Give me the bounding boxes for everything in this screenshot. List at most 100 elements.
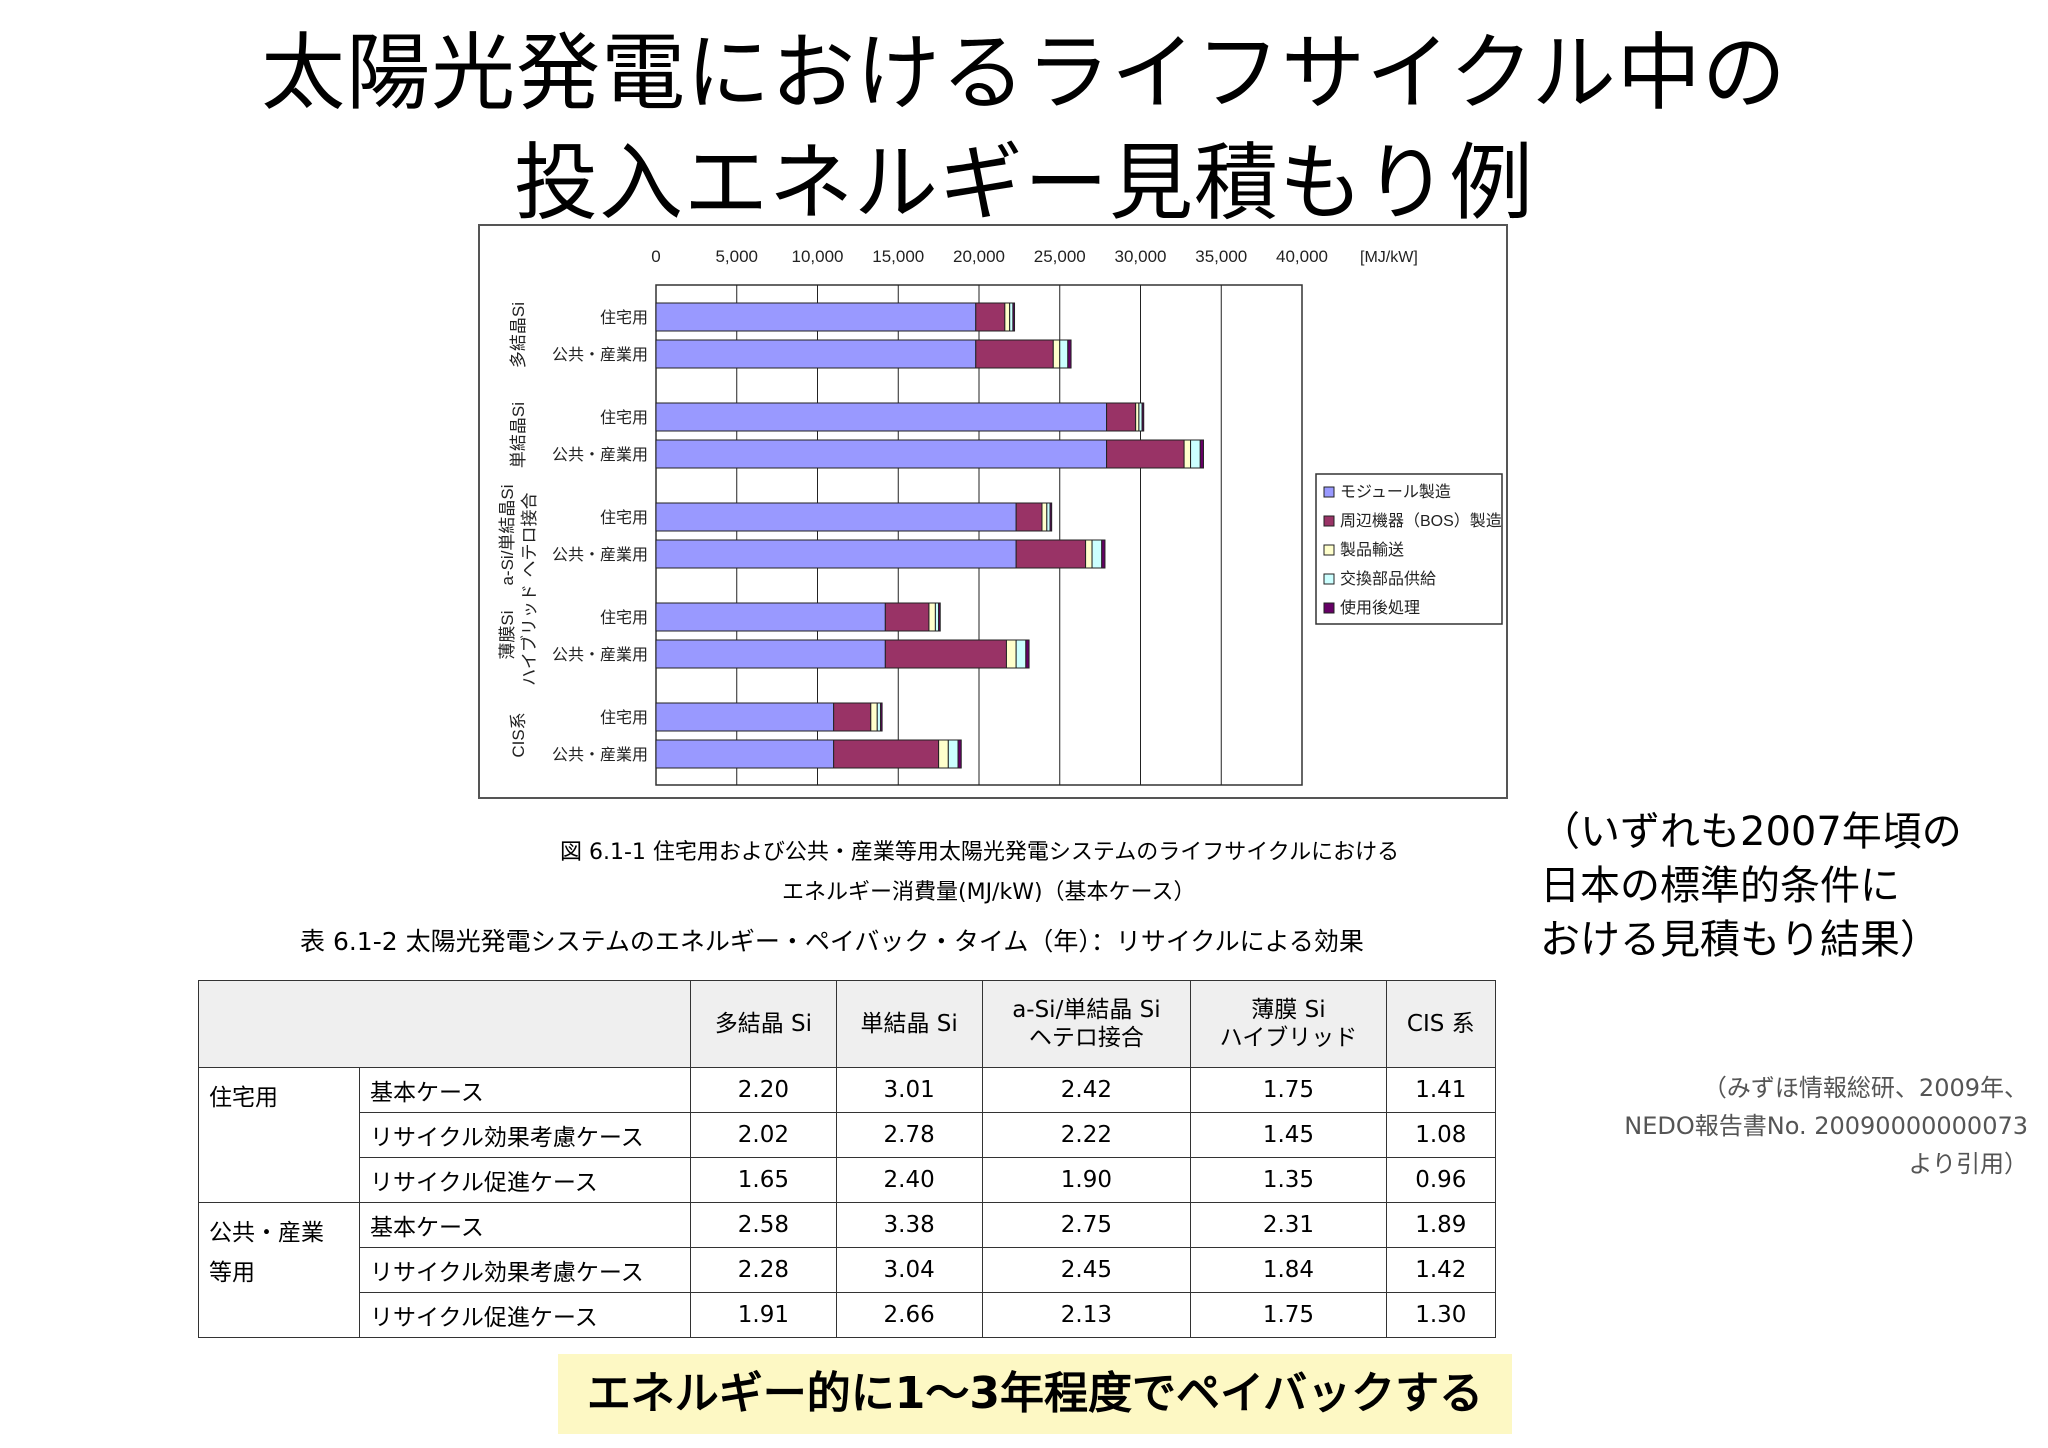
table-group-label: 住宅用 <box>198 1067 360 1203</box>
category-label: 住宅用 <box>600 409 648 427</box>
table-case-label: リサイクル促進ケース <box>359 1292 691 1338</box>
figure-caption-line1: 図 6.1-1 住宅用および公共・産業等用太陽光発電システムのライフサイクルにお… <box>560 840 1400 865</box>
table-cell: 2.58 <box>690 1202 837 1248</box>
table-cell: 1.90 <box>981 1157 1192 1203</box>
bar-segment <box>1004 302 1011 332</box>
bar-segment <box>975 302 1006 332</box>
conclusion-banner: エネルギー的に1～3年程度でペイバックする <box>558 1354 1512 1434</box>
table-cell: 2.22 <box>981 1112 1192 1158</box>
category-label: 公共・産業用 <box>552 746 648 764</box>
category-label: 住宅用 <box>600 709 648 727</box>
table-cell: 1.89 <box>1385 1202 1497 1248</box>
table-cell: 1.75 <box>1190 1067 1387 1113</box>
group-label: 単結晶Si <box>509 402 528 468</box>
table-row: リサイクル促進ケース 1.91 2.66 2.13 1.75 1.30 <box>199 1292 1497 1338</box>
legend-swatch <box>1323 573 1335 585</box>
table-cell: 1.91 <box>690 1292 837 1338</box>
table-cell: 2.28 <box>690 1247 837 1293</box>
bar-segment <box>1190 439 1201 469</box>
table-header: CIS 系 <box>1385 980 1497 1068</box>
table-case-label: リサイクル促進ケース <box>359 1157 691 1203</box>
note-line: （いずれも2007年頃の <box>1540 809 1962 855</box>
table-cell: 3.38 <box>835 1202 983 1248</box>
bar-segment <box>938 739 949 769</box>
source-line: より引用） <box>1908 1150 2028 1178</box>
table-body: 住宅用 基本ケース 2.20 3.01 2.42 1.75 1.41 リサイクル効果考慮ケース… <box>198 1067 1497 1338</box>
bar-segment <box>1049 502 1053 532</box>
bar-segment <box>1015 539 1087 569</box>
table-cell: 3.01 <box>835 1067 983 1113</box>
bar-segment <box>1025 639 1030 669</box>
legend-label: 周辺機器（BOS）製造 <box>1340 512 1502 530</box>
table-cell: 1.35 <box>1190 1157 1387 1203</box>
legend-label: 製品輸送 <box>1340 541 1404 559</box>
bar-segment <box>947 739 959 769</box>
legend-box <box>1315 473 1503 625</box>
table-header-empty <box>198 980 691 1068</box>
table-cell: 2.13 <box>981 1292 1192 1338</box>
bar-segment <box>1052 339 1061 369</box>
table-row: リサイクル効果考慮ケース 2.02 2.78 2.22 1.45 1.08 <box>199 1112 1497 1158</box>
group-label: CIS系 <box>509 712 528 757</box>
source-line: NEDO報告書No. 20090000000073 <box>1624 1112 2028 1140</box>
table-cell: 2.20 <box>690 1067 837 1113</box>
x-tick-label: 10,000 <box>792 247 844 266</box>
legend-swatch <box>1323 544 1335 556</box>
bar-segment <box>655 302 977 332</box>
table-case-label: リサイクル効果考慮ケース <box>359 1247 691 1293</box>
table-row: 公共・産業 等用 基本ケース 2.58 3.38 2.75 2.31 1.89 <box>198 1202 1497 1338</box>
table-header: 薄膜 Si ハイブリッド <box>1190 980 1387 1068</box>
bar-segment <box>1015 639 1027 669</box>
bar-segment <box>1059 339 1069 369</box>
bar-segment <box>1106 439 1185 469</box>
table-header: 単結晶 Si <box>835 980 983 1068</box>
bar-segment <box>655 502 1017 532</box>
table-caption: 表 6.1-2 太陽光発電システムのエネルギー・ペイバック・タイム（年）：リサイ… <box>300 927 1364 956</box>
source-line: （みずほ情報総研、2009年、 <box>1702 1074 2028 1102</box>
table-header-row: 多結晶 Si 単結晶 Si a-Si/単結晶 Si ヘテロ接合 薄膜 Si ハイブリ… <box>198 980 1497 1068</box>
bar-segment <box>1015 502 1043 532</box>
bar-segment <box>1085 539 1093 569</box>
bar-segment <box>655 539 1017 569</box>
x-tick-label: 35,000 <box>1195 247 1247 266</box>
note-line: 日本の標準的条件に <box>1540 863 1900 909</box>
table-row: リサイクル効果考慮ケース 2.28 3.04 2.45 1.84 1.42 <box>199 1247 1497 1293</box>
bar-segment <box>1183 439 1192 469</box>
payback-table: 多結晶 Si 単結晶 Si a-Si/単結晶 Si ヘテロ接合 薄膜 Si ハイブリ… <box>198 980 1497 1338</box>
group-label: a-Si/単結晶Si <box>498 484 517 585</box>
bar-segment <box>1141 402 1145 432</box>
legend-swatch <box>1323 602 1335 614</box>
bar-segment <box>655 639 886 669</box>
bar-segment <box>655 339 977 369</box>
bar-segment <box>655 739 835 769</box>
table-cell: 1.42 <box>1385 1247 1497 1293</box>
bar-segment <box>655 439 1108 469</box>
bar-segment <box>1005 639 1017 669</box>
bar-segment <box>833 739 940 769</box>
group-label: 薄膜Si <box>498 610 517 659</box>
legend-swatch <box>1323 515 1335 527</box>
table-cell: 1.41 <box>1385 1067 1497 1113</box>
table-cell: 1.30 <box>1385 1292 1497 1338</box>
bar-segment <box>655 702 835 732</box>
energy-chart-svg: 0 5,000 10,000 15,000 20,000 25,000 30,000 35,0… <box>498 247 1503 786</box>
category-label: 公共・産業用 <box>552 446 648 464</box>
bar-segment <box>884 639 1007 669</box>
unit-label: [MJ/kW] <box>1360 249 1418 266</box>
legend-label: モジュール製造 <box>1340 483 1451 501</box>
category-label: 住宅用 <box>600 609 648 627</box>
bar-segment <box>938 602 941 632</box>
bar-segment <box>1012 302 1016 332</box>
bar-segment <box>1199 439 1204 469</box>
bar-segment <box>1106 402 1137 432</box>
table-cell: 0.96 <box>1385 1157 1497 1203</box>
x-tick-label: 0 <box>651 247 660 266</box>
bar-segment <box>655 402 1108 432</box>
slide-title-line1: 太陽光発電におけるライフサイクル中の <box>261 24 1787 122</box>
legend-swatch <box>1323 486 1335 498</box>
table-cell: 2.02 <box>690 1112 837 1158</box>
legend-label: 交換部品供給 <box>1340 570 1436 588</box>
bar-segment <box>1067 339 1072 369</box>
category-label: 公共・産業用 <box>552 346 648 364</box>
table-cell: 2.66 <box>835 1292 983 1338</box>
